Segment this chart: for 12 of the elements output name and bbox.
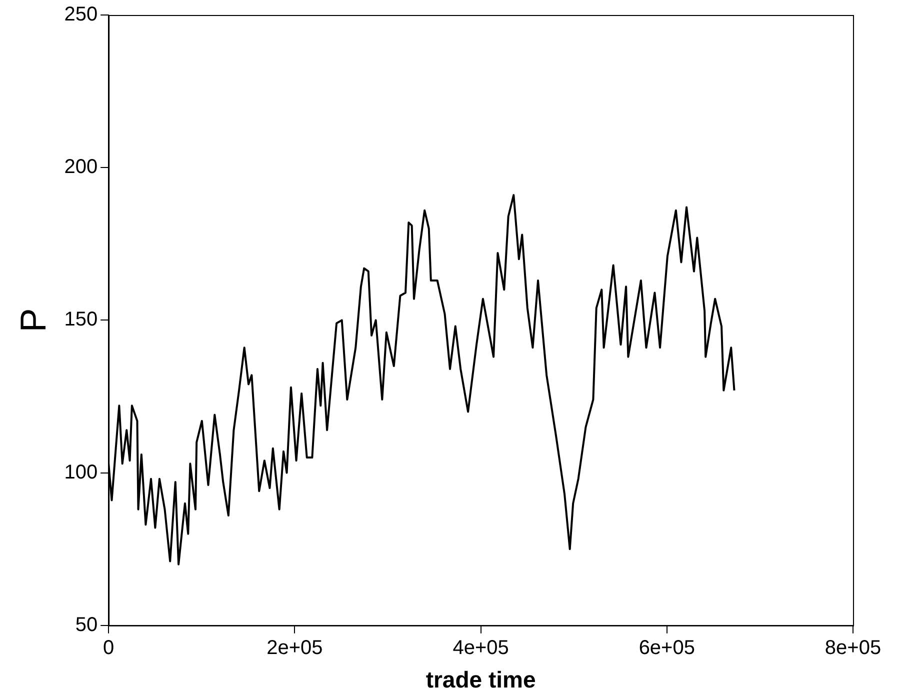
x-tick-label: 0: [103, 636, 114, 659]
x-tick-label: 8e+05: [824, 636, 882, 659]
x-tick-label: 2e+05: [266, 636, 323, 659]
y-tick-label: 50: [75, 614, 98, 636]
y-tick-label: 150: [64, 308, 98, 331]
y-tick-label: 250: [64, 4, 98, 26]
y-tick-label: 100: [64, 461, 98, 484]
x-tick-label: 6e+05: [638, 636, 695, 659]
x-tick-label: 4e+05: [452, 636, 509, 659]
x-axis-title: trade time: [426, 666, 536, 693]
y-tick-label: 200: [64, 156, 98, 178]
y-axis-title: P: [12, 308, 54, 332]
